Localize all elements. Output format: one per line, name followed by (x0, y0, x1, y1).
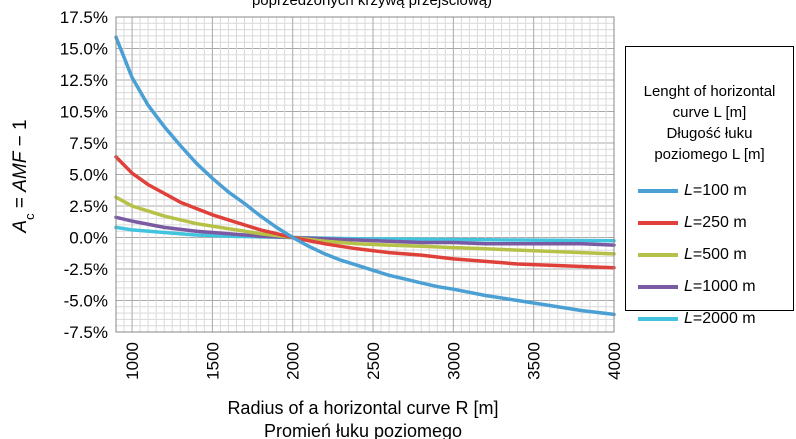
y-axis-label: Ac = AMF − 1 (10, 119, 37, 233)
legend-title-line: poziomego L [m] (654, 146, 765, 163)
y-axis-ticks: 17.5% 15.0% 12.5% 10.5% 7.5% 5.0% 2.5% 0.0% -2.5… (60, 8, 108, 342)
y-tick-label: -2.5% (64, 260, 108, 279)
legend-swatch (638, 253, 678, 257)
legend-item: L=2000 m (626, 303, 793, 335)
legend-item: L=100 m (626, 175, 793, 207)
legend-label: L=250 m (684, 214, 747, 231)
y-tick-label: 12.5% (60, 71, 108, 90)
grid (115, 16, 615, 333)
legend-title-line: curve L [m] (672, 104, 747, 121)
y-tick-label: 15.0% (60, 40, 108, 59)
x-tick-label: 3000 (444, 342, 463, 380)
legend-label: L=2000 m (684, 310, 756, 327)
legend-label: L=100 m (684, 182, 747, 199)
series-line (114, 35, 616, 317)
legend-title-line: Długość łuku (666, 125, 753, 142)
legend-item: L=500 m (626, 239, 793, 271)
legend-item: L=250 m (626, 207, 793, 239)
legend-swatch (638, 189, 678, 193)
legend-swatch (638, 317, 678, 321)
x-axis-label: Radius of a horizontal curve R [m] (227, 398, 498, 418)
legend-label: L=500 m (684, 246, 747, 263)
legend-item: L=1000 m (626, 271, 793, 303)
x-tick-label: 1500 (203, 342, 222, 380)
series-lines (114, 35, 616, 317)
plot-frame (115, 16, 615, 333)
y-tick-label: -5.0% (64, 292, 108, 311)
legend-swatch (638, 221, 678, 225)
legend: Lenght of horizontal curve L [m] Długość… (625, 46, 794, 327)
legend-title-line: Lenght of horizontal (643, 83, 776, 100)
y-tick-label: 17.5% (60, 8, 108, 27)
x-axis-label-polish: Promień łuku poziomego (264, 421, 462, 439)
y-tick-label: 2.5% (69, 197, 108, 216)
legend-items: L=100 m L=250 m L=500 m L=1000 m L=2000 m (626, 175, 793, 335)
legend-swatch (638, 285, 678, 289)
y-tick-label: 7.5% (69, 134, 108, 153)
y-tick-label: 5.0% (69, 166, 108, 185)
series-line (114, 155, 616, 270)
series-line (114, 195, 616, 256)
x-tick-label: 4000 (605, 342, 624, 380)
legend-label: L=1000 m (684, 278, 756, 295)
x-tick-label: 2000 (284, 342, 303, 380)
x-axis-ticks: 1000 1500 2000 2500 3000 3500 4000 (123, 342, 624, 380)
x-tick-label: 2500 (364, 342, 383, 380)
x-tick-label: 3500 (525, 342, 544, 380)
y-tick-label: 10.5% (60, 103, 108, 122)
series-line (114, 215, 616, 247)
chart-title: poprzedzonych krzywą przejściową) (252, 0, 492, 9)
y-tick-label: 0.0% (69, 229, 108, 248)
legend-title: Lenght of horizontal curve L [m] Długość… (626, 81, 793, 165)
x-tick-label: 1000 (123, 342, 142, 380)
y-tick-label: -7.5% (64, 323, 108, 342)
